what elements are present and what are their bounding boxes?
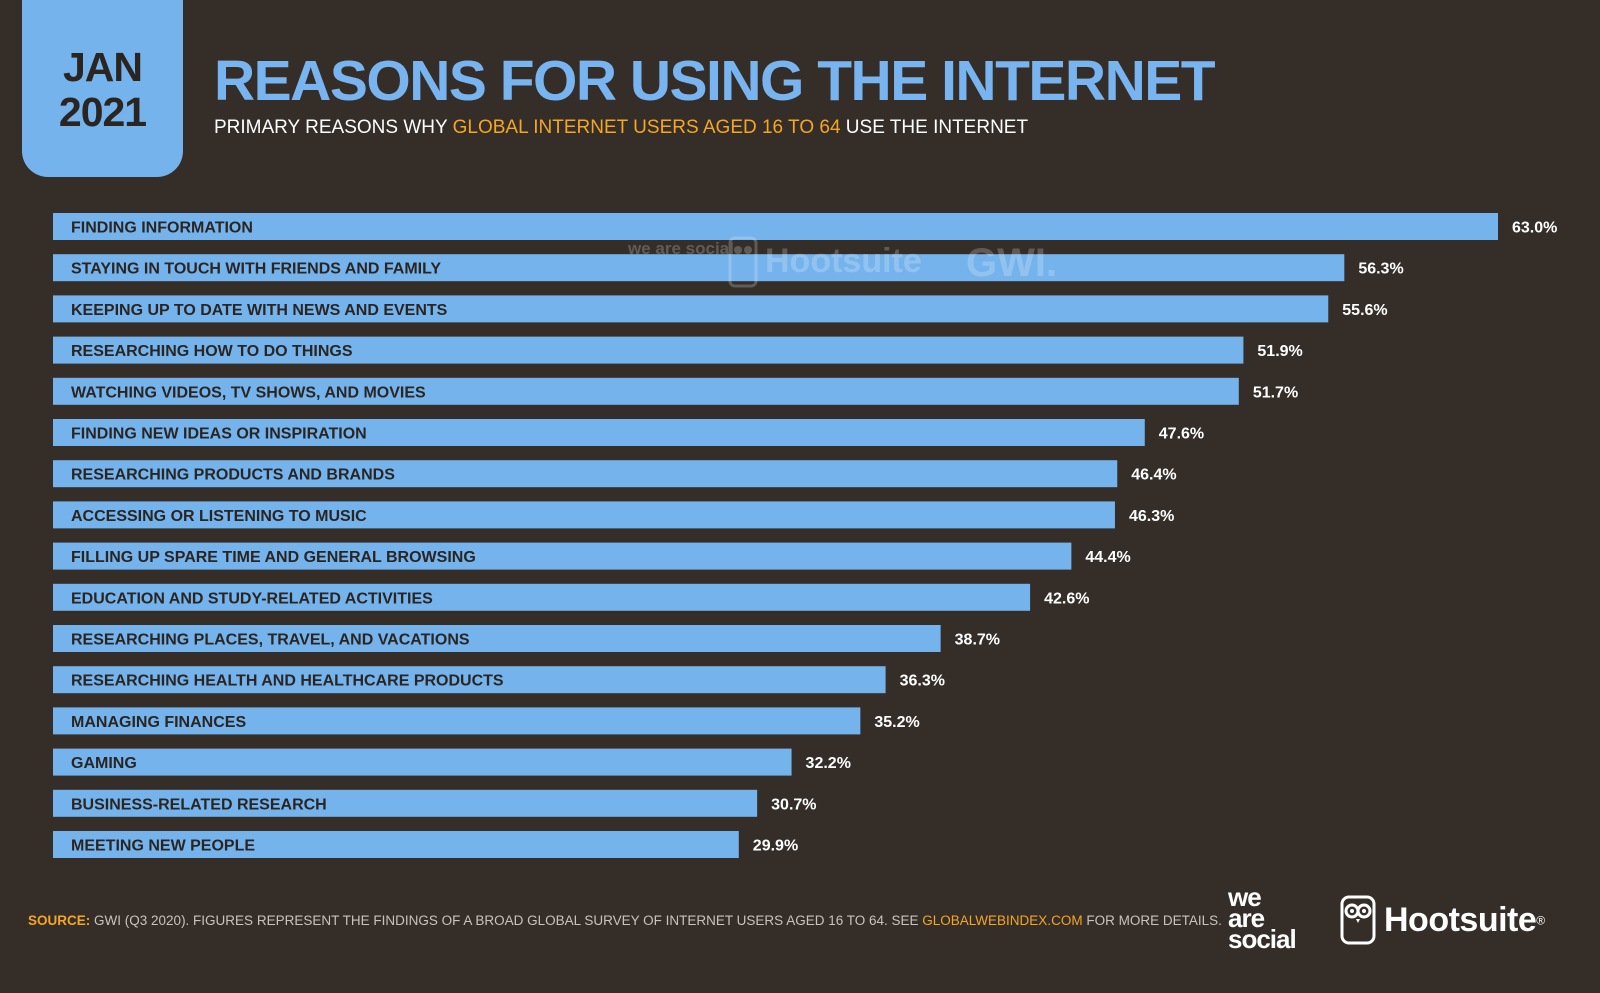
bar-label: FILLING UP SPARE TIME AND GENERAL BROWSI… bbox=[71, 549, 476, 566]
bar bbox=[53, 295, 1329, 323]
value-label: 63.0% bbox=[1512, 220, 1557, 237]
bar-label: MANAGING FINANCES bbox=[71, 714, 246, 731]
date-month: JAN bbox=[62, 43, 143, 90]
source-label: SOURCE: bbox=[28, 913, 91, 928]
bar bbox=[53, 419, 1145, 446]
logo-are: are bbox=[1228, 903, 1265, 933]
value-label: 51.7% bbox=[1253, 384, 1298, 401]
value-label: 44.4% bbox=[1085, 549, 1130, 566]
value-label: 29.9% bbox=[753, 838, 798, 855]
bar-label: MEETING NEW PEOPLE bbox=[71, 838, 255, 855]
bar bbox=[53, 625, 941, 652]
value-label: 38.7% bbox=[955, 632, 1000, 649]
bar bbox=[53, 254, 1345, 282]
bar-label: FINDING NEW IDEAS OR INSPIRATION bbox=[71, 426, 367, 443]
value-label: 47.6% bbox=[1159, 426, 1204, 443]
value-label: 35.2% bbox=[874, 714, 919, 731]
logo-reg: ® bbox=[1536, 913, 1546, 928]
value-label: 46.3% bbox=[1129, 508, 1174, 525]
value-label: 30.7% bbox=[771, 796, 816, 813]
bar bbox=[53, 583, 1031, 611]
value-label: 46.4% bbox=[1131, 467, 1176, 484]
bar-label: ACCESSING OR LISTENING TO MUSIC bbox=[71, 508, 367, 525]
value-label: 32.2% bbox=[806, 755, 851, 772]
bars-layer: FINDING INFORMATION 63.0% STAYING IN TOUCH… bbox=[53, 213, 1557, 858]
bar-label: RESEARCHING HOW TO DO THINGS bbox=[71, 343, 353, 360]
logo-hootsuite-word: Hootsuite bbox=[1384, 900, 1537, 939]
value-label: 42.6% bbox=[1044, 590, 1089, 607]
bar-label: WATCHING VIDEOS, TV SHOWS, AND MOVIES bbox=[71, 384, 426, 401]
source-note: SOURCE: GWI (Q3 2020). FIGURES REPRESENT… bbox=[28, 912, 1222, 930]
bar bbox=[53, 377, 1239, 405]
logo-social: social bbox=[1228, 924, 1297, 954]
source-text: GWI (Q3 2020). FIGURES REPRESENT THE FIN… bbox=[94, 913, 919, 928]
source-after: FOR MORE DETAILS. bbox=[1086, 913, 1222, 928]
bar bbox=[53, 460, 1118, 488]
page-title: REASONS FOR USING THE INTERNET bbox=[214, 49, 1216, 113]
value-label: 36.3% bbox=[900, 673, 945, 690]
subtitle-before: PRIMARY REASONS WHY bbox=[214, 117, 448, 138]
bar-label: BUSINESS-RELATED RESEARCH bbox=[71, 796, 327, 813]
subtitle-after: USE THE INTERNET bbox=[845, 117, 1029, 138]
source-link[interactable]: GLOBALWEBINDEX.COM bbox=[922, 913, 1083, 928]
page-subtitle: PRIMARY REASONS WHY GLOBAL INTERNET USER… bbox=[214, 116, 1028, 140]
bar bbox=[53, 213, 1498, 240]
owl-icon bbox=[1340, 895, 1376, 945]
bar-label: GAMING bbox=[71, 755, 137, 772]
subtitle-highlight: GLOBAL INTERNET USERS AGED 16 TO 64 bbox=[452, 117, 841, 138]
bar bbox=[53, 501, 1115, 529]
bar-label: STAYING IN TOUCH WITH FRIENDS AND FAMILY bbox=[71, 261, 441, 278]
bar bbox=[53, 789, 758, 817]
date-year: 2021 bbox=[58, 88, 147, 135]
value-label: 51.9% bbox=[1257, 343, 1302, 360]
bar-label: FINDING INFORMATION bbox=[71, 220, 253, 237]
bar bbox=[53, 748, 792, 776]
we-are-social-logo: we are social bbox=[1228, 882, 1297, 954]
bar-label: RESEARCHING PLACES, TRAVEL, AND VACATION… bbox=[71, 632, 470, 649]
bar bbox=[53, 336, 1244, 364]
bar-label: KEEPING UP TO DATE WITH NEWS AND EVENTS bbox=[71, 302, 448, 319]
value-label: 56.3% bbox=[1358, 261, 1403, 278]
bar-label: EDUCATION AND STUDY-RELATED ACTIVITIES bbox=[71, 590, 433, 607]
bar bbox=[53, 707, 861, 735]
date-badge: JAN 2021 bbox=[22, 0, 183, 177]
bar bbox=[53, 831, 739, 858]
logo-we: we bbox=[1228, 882, 1262, 912]
value-label: 55.6% bbox=[1342, 302, 1387, 319]
bar-label: RESEARCHING PRODUCTS AND BRANDS bbox=[71, 467, 395, 484]
bar-label: RESEARCHING HEALTH AND HEALTHCARE PRODUC… bbox=[71, 673, 504, 690]
hootsuite-logo: Hootsuite® bbox=[1340, 895, 1545, 945]
bar bbox=[53, 666, 886, 694]
bar bbox=[53, 542, 1072, 570]
